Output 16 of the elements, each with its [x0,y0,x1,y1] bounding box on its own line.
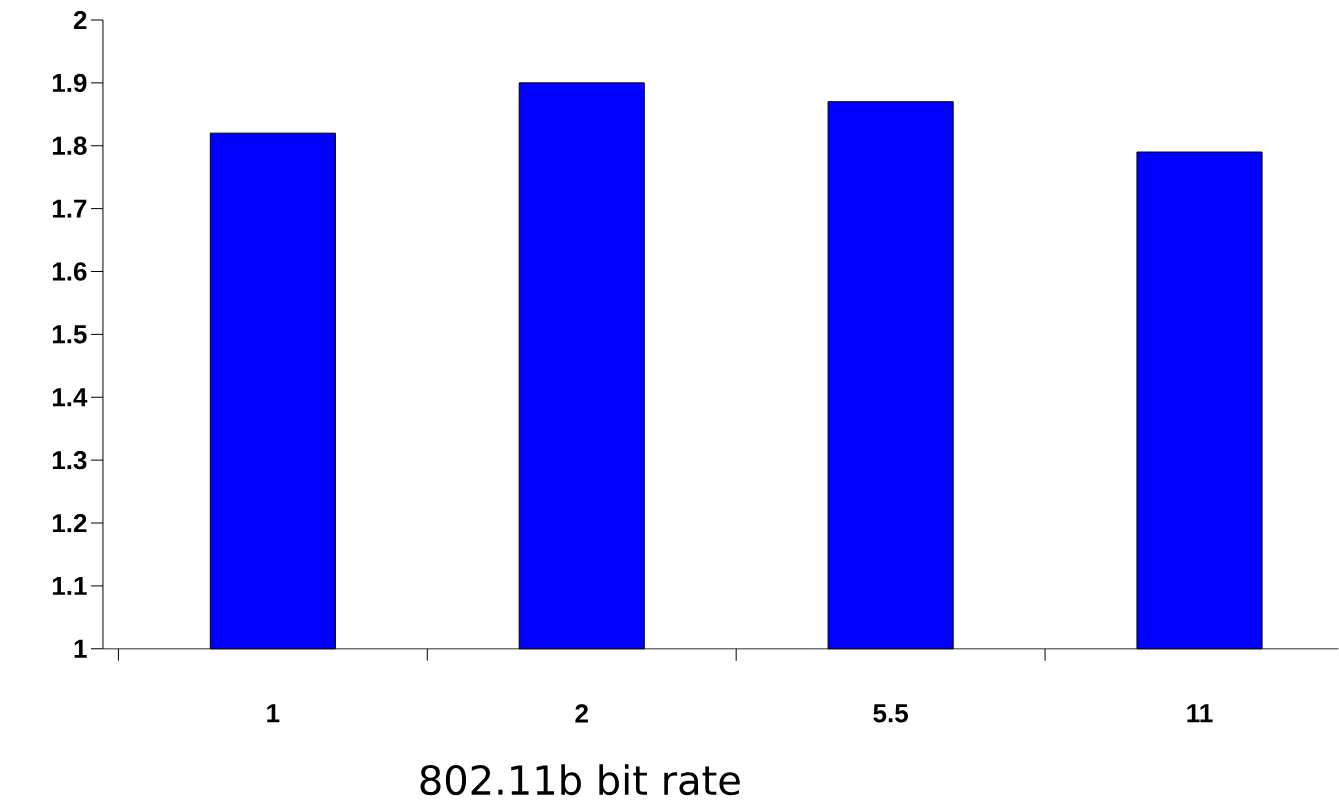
x-tick-label: 2 [575,704,588,723]
y-tick-label: 1.5 [52,325,87,344]
y-tick-label: 2 [73,11,87,30]
y-tick-label: 1.4 [52,388,88,407]
y-tick-label: 1 [74,639,87,658]
x-axis-title: 802.11b bit rate [420,764,740,796]
y-tick-label: 1.6 [52,262,87,281]
y-tick-label: 1.9 [52,73,87,93]
y-tick-label: 1.8 [52,136,87,156]
x-tick-label: 1 [267,704,280,723]
y-tick-label: 1.3 [52,451,87,470]
y-tick-label: 1.7 [52,199,87,218]
x-tick-label: 5.5 [873,704,908,723]
y-tick-label: 1.2 [52,514,87,533]
y-tick-label: 1.1 [52,577,87,595]
x-tick-label: 11 [1187,704,1213,723]
